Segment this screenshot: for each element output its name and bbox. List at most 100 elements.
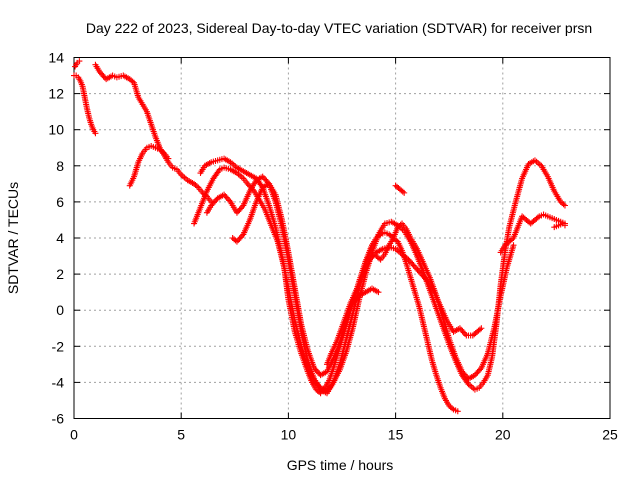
y-tick-label: 4 — [56, 230, 64, 246]
data-point — [313, 367, 320, 374]
axis-ticks: 0 5 10 15 20 25 -6 -4 -2 0 2 4 6 8 10 12 14 — [48, 50, 618, 443]
data-point — [422, 275, 429, 282]
data-point — [193, 183, 200, 190]
y-tick-label: -6 — [52, 411, 65, 427]
data-point — [411, 263, 418, 270]
data-point — [419, 272, 426, 279]
data-point — [210, 199, 217, 206]
data-point — [420, 273, 427, 280]
data-point — [96, 68, 103, 75]
y-tick-label: -2 — [52, 338, 65, 354]
data-point — [456, 325, 463, 332]
data-point — [129, 78, 136, 85]
data-point — [370, 252, 377, 259]
data-point — [475, 367, 482, 374]
data-point — [477, 366, 484, 373]
data-point — [459, 328, 466, 335]
data-point — [263, 177, 270, 184]
data-point — [262, 176, 269, 183]
data-point — [376, 255, 383, 262]
data-point — [99, 71, 106, 78]
data-markers — [71, 58, 568, 415]
data-point — [237, 205, 244, 212]
data-point — [233, 209, 240, 216]
x-tick-label: 0 — [70, 427, 78, 443]
data-point — [314, 369, 321, 376]
data-point — [401, 189, 408, 196]
data-point — [458, 326, 465, 333]
data-point — [410, 262, 417, 269]
y-tick-label: 2 — [56, 266, 64, 282]
data-point — [406, 258, 413, 265]
x-tick-label: 10 — [281, 427, 297, 443]
data-point — [408, 259, 415, 266]
data-point — [560, 201, 567, 208]
grid-lines — [74, 57, 610, 419]
data-point — [159, 148, 166, 155]
data-point — [414, 266, 421, 273]
data-point — [76, 58, 83, 65]
x-tick-label: 5 — [177, 427, 185, 443]
data-point — [409, 260, 416, 267]
data-point — [208, 202, 215, 209]
chart-title: Day 222 of 2023, Sidereal Day-to-day VTE… — [86, 20, 592, 36]
data-point — [209, 201, 216, 208]
data-point — [375, 289, 382, 296]
data-point — [534, 214, 541, 221]
data-point — [369, 242, 376, 249]
data-point — [368, 255, 375, 262]
data-point — [397, 221, 404, 228]
data-point — [399, 188, 406, 195]
data-point — [223, 194, 230, 201]
data-point — [449, 405, 456, 412]
data-point — [405, 256, 412, 263]
data-point — [478, 325, 485, 332]
data-point — [460, 329, 467, 336]
data-point — [224, 196, 231, 203]
x-axis-label: GPS time / hours — [287, 457, 394, 473]
data-point — [98, 70, 105, 77]
data-point — [415, 268, 422, 275]
data-point — [235, 208, 242, 215]
data-point — [212, 198, 219, 205]
data-point — [236, 235, 243, 242]
data-point — [259, 173, 266, 180]
data-point — [239, 232, 246, 239]
data-point — [418, 271, 425, 278]
data-point — [413, 265, 420, 272]
data-point — [366, 256, 373, 263]
y-tick-label: 8 — [56, 158, 64, 174]
data-point — [260, 175, 267, 182]
data-point — [461, 371, 468, 378]
data-point — [417, 269, 424, 276]
data-point — [100, 73, 107, 80]
data-point — [459, 368, 466, 375]
y-axis-label: SDTVAR / TECUs — [5, 182, 21, 294]
data-point — [462, 372, 469, 379]
data-point — [462, 331, 469, 338]
data-point — [239, 203, 246, 210]
data-point — [235, 237, 242, 244]
y-tick-label: 0 — [56, 302, 64, 318]
x-tick-label: 15 — [388, 427, 404, 443]
data-point — [369, 253, 376, 260]
y-tick-label: 10 — [48, 122, 64, 138]
data-point — [221, 191, 228, 198]
data-point — [312, 366, 319, 373]
data-point — [236, 206, 243, 213]
data-point — [244, 180, 251, 187]
y-tick-label: -4 — [52, 374, 65, 390]
data-point — [474, 369, 481, 376]
data-point — [222, 193, 229, 200]
data-point — [460, 370, 467, 377]
data-point — [473, 370, 480, 377]
y-tick-label: 6 — [56, 194, 64, 210]
data-point — [311, 364, 318, 371]
data-point — [353, 295, 360, 302]
data-point — [471, 372, 478, 379]
y-tick-label: 12 — [48, 86, 64, 102]
data-point — [92, 130, 99, 137]
data-point — [237, 234, 244, 241]
data-point — [561, 202, 568, 209]
